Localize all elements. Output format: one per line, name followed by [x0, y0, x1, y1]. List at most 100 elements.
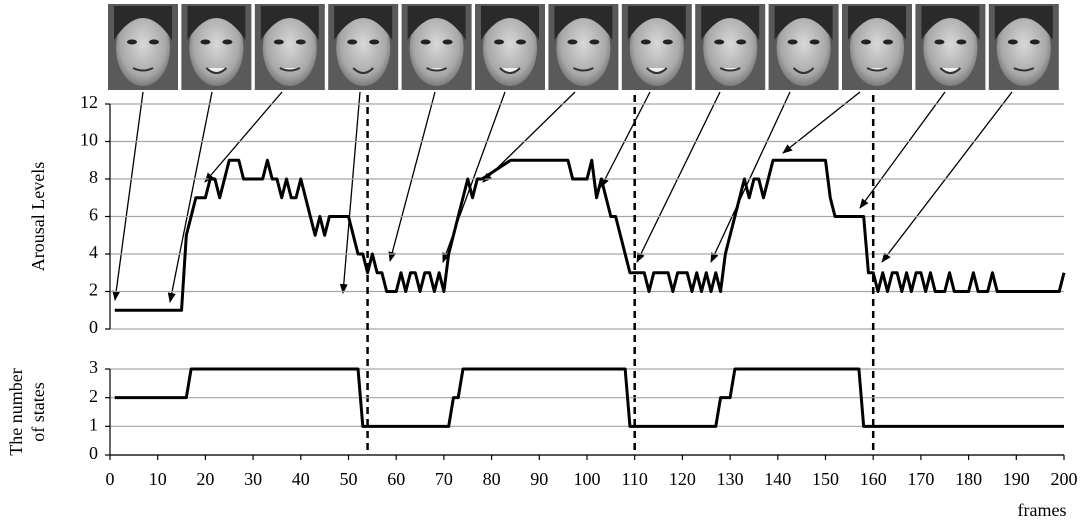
mouth — [499, 67, 521, 74]
face-strip — [108, 4, 1059, 90]
x-tick-label: 80 — [483, 469, 501, 489]
face — [409, 10, 464, 86]
mouth — [866, 67, 888, 72]
y-tick-label: 2 — [89, 386, 98, 406]
y-tick-label: 12 — [80, 92, 98, 112]
eye — [861, 39, 871, 45]
x-tick-label: 130 — [717, 469, 744, 489]
mouth — [792, 67, 815, 74]
arrow — [710, 91, 791, 263]
x-tick-label: 110 — [622, 469, 648, 489]
eye — [295, 39, 306, 45]
hair — [627, 6, 686, 40]
face-image — [842, 4, 912, 90]
eye — [149, 39, 159, 45]
arrow — [600, 91, 651, 188]
y-axis-label-line: The number — [6, 368, 26, 455]
x-tick-label: 0 — [106, 469, 115, 489]
eye — [1007, 39, 1018, 45]
hair — [921, 6, 980, 40]
eye — [516, 39, 526, 45]
x-tick-label: 160 — [860, 469, 887, 489]
y-tick-label: 10 — [80, 130, 98, 150]
hair — [334, 6, 393, 40]
eye — [273, 39, 284, 45]
eye — [662, 39, 673, 45]
face — [336, 10, 391, 86]
hair — [407, 6, 466, 40]
x-tick-label: 40 — [292, 469, 310, 489]
face-image — [695, 4, 766, 90]
face-image — [254, 4, 325, 90]
hair — [701, 6, 760, 40]
face — [629, 10, 684, 86]
x-tick-label: 70 — [435, 469, 453, 489]
y-tick-label: 1 — [89, 414, 98, 434]
data-line — [114, 367, 1064, 428]
x-tick-label: 30 — [244, 469, 262, 489]
eye — [347, 39, 358, 45]
face — [703, 10, 758, 86]
x-tick-label: 120 — [669, 469, 696, 489]
y-axis-label: The number of states — [6, 368, 48, 455]
eye — [567, 39, 578, 45]
hair — [554, 6, 613, 40]
face — [776, 10, 831, 86]
arrow — [112, 91, 144, 301]
x-tick-label: 20 — [196, 469, 214, 489]
eye — [787, 39, 798, 45]
mouth — [279, 67, 301, 72]
x-tick-label: 190 — [1003, 469, 1030, 489]
x-tick-label: 170 — [907, 469, 934, 489]
eye — [934, 39, 945, 45]
y-tick-label: 4 — [89, 242, 98, 262]
face-image — [181, 4, 252, 90]
y-tick-label: 2 — [89, 280, 98, 300]
y-tick-label: 8 — [89, 167, 98, 187]
hair — [994, 6, 1053, 40]
face-image — [768, 4, 839, 90]
y-axis-label: Arousal Levels — [28, 162, 48, 271]
x-tick-label: 180 — [955, 469, 982, 489]
y-tick-label: 6 — [89, 205, 98, 225]
data-line — [114, 158, 1066, 312]
mouth — [352, 67, 374, 74]
mouth — [646, 67, 668, 74]
face-image — [621, 4, 692, 90]
hair — [848, 6, 906, 40]
x-tick-label: 200 — [1051, 469, 1078, 489]
face-image — [915, 4, 986, 90]
eye — [640, 39, 651, 45]
eye — [809, 39, 820, 45]
arrow — [881, 91, 1013, 263]
eye — [369, 39, 380, 45]
eye — [222, 39, 233, 45]
x-tick-label: 60 — [387, 469, 405, 489]
face — [116, 10, 170, 86]
mouth — [719, 67, 741, 72]
x-tick-label: 10 — [149, 469, 167, 489]
face-image — [475, 4, 545, 90]
face — [923, 10, 978, 86]
face-image — [328, 4, 399, 90]
face-image — [988, 4, 1059, 90]
eye — [442, 39, 453, 45]
mouth — [426, 67, 448, 72]
mouth — [572, 67, 594, 72]
x-tick-label: 90 — [530, 469, 548, 489]
mouth — [205, 67, 228, 74]
x-tick-label: 50 — [340, 469, 358, 489]
arrows — [112, 91, 1013, 303]
y-tick-label: 0 — [89, 317, 98, 337]
x-tick-label: 100 — [574, 469, 601, 489]
y-tick-label: 0 — [89, 443, 98, 463]
hair — [260, 6, 319, 40]
eye — [589, 39, 600, 45]
eye — [714, 39, 725, 45]
x-tick-label: 150 — [812, 469, 839, 489]
face-image — [108, 4, 178, 90]
x-axis-label: frames — [1018, 500, 1067, 520]
arrow — [636, 91, 721, 263]
eye — [736, 39, 747, 45]
